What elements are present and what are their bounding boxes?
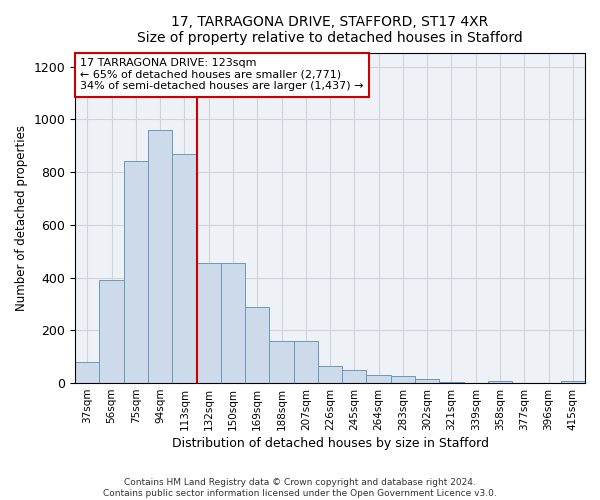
Text: 17 TARRAGONA DRIVE: 123sqm
← 65% of detached houses are smaller (2,771)
34% of s: 17 TARRAGONA DRIVE: 123sqm ← 65% of deta… xyxy=(80,58,364,92)
Bar xyxy=(561,381,585,383)
Bar xyxy=(318,366,342,383)
Bar xyxy=(439,382,464,383)
Bar xyxy=(342,370,367,383)
Bar xyxy=(197,263,221,383)
Bar xyxy=(415,379,439,383)
Bar xyxy=(172,154,197,383)
Bar xyxy=(488,381,512,383)
Y-axis label: Number of detached properties: Number of detached properties xyxy=(15,125,28,311)
Bar xyxy=(124,162,148,383)
Bar xyxy=(391,376,415,383)
Bar xyxy=(269,341,293,383)
Bar xyxy=(221,263,245,383)
Bar xyxy=(245,306,269,383)
Bar xyxy=(148,130,172,383)
Bar xyxy=(367,375,391,383)
Bar xyxy=(293,341,318,383)
X-axis label: Distribution of detached houses by size in Stafford: Distribution of detached houses by size … xyxy=(172,437,488,450)
Bar xyxy=(100,280,124,383)
Bar xyxy=(75,362,100,383)
Text: Contains HM Land Registry data © Crown copyright and database right 2024.
Contai: Contains HM Land Registry data © Crown c… xyxy=(103,478,497,498)
Title: 17, TARRAGONA DRIVE, STAFFORD, ST17 4XR
Size of property relative to detached ho: 17, TARRAGONA DRIVE, STAFFORD, ST17 4XR … xyxy=(137,15,523,45)
